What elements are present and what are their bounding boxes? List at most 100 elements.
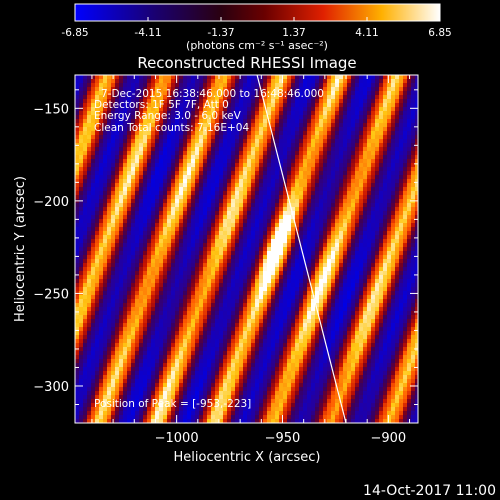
colorbar-tick-label: 4.11 xyxy=(355,27,378,39)
heatmap-cell xyxy=(331,259,336,264)
heatmap-cell xyxy=(115,207,120,212)
heatmap-cell xyxy=(187,119,192,124)
heatmap-cell xyxy=(367,87,372,92)
heatmap-cell xyxy=(407,79,412,84)
heatmap-cell xyxy=(239,123,244,128)
heatmap-cell xyxy=(299,139,304,144)
heatmap-cell xyxy=(143,179,148,184)
heatmap-cell xyxy=(343,183,348,188)
heatmap-cell xyxy=(335,127,340,132)
heatmap-cell xyxy=(191,195,196,200)
heatmap-cell xyxy=(75,83,80,88)
heatmap-cell xyxy=(283,103,288,108)
heatmap-cell xyxy=(355,87,360,92)
heatmap-cell xyxy=(291,139,296,144)
heatmap-cell xyxy=(339,275,344,280)
heatmap-cell xyxy=(75,243,80,248)
heatmap-cell xyxy=(127,167,132,172)
heatmap-cell xyxy=(371,219,376,224)
heatmap-cell xyxy=(119,79,124,84)
heatmap-cell xyxy=(407,99,412,104)
heatmap-cell xyxy=(227,215,232,220)
heatmap-cell xyxy=(403,191,408,196)
heatmap-cell xyxy=(83,207,88,212)
heatmap-cell xyxy=(387,175,392,180)
heatmap-cell xyxy=(315,175,320,180)
heatmap-cell xyxy=(407,275,412,280)
heatmap-cell xyxy=(135,107,140,112)
heatmap-cell xyxy=(239,263,244,268)
heatmap-cell xyxy=(227,183,232,188)
heatmap-cell xyxy=(259,127,264,132)
heatmap-cell xyxy=(131,287,136,292)
heatmap-cell xyxy=(311,155,316,160)
heatmap-cell xyxy=(319,83,324,88)
heatmap-cell xyxy=(343,91,348,96)
heatmap-cell xyxy=(259,191,264,196)
heatmap-cell xyxy=(139,291,144,296)
heatmap-cell xyxy=(311,235,316,240)
heatmap-cell xyxy=(151,103,156,108)
heatmap-cell xyxy=(135,263,140,268)
heatmap-cell xyxy=(263,295,268,300)
heatmap-cell xyxy=(383,111,388,116)
heatmap-cell xyxy=(115,175,120,180)
heatmap-cell xyxy=(83,79,88,84)
heatmap-cell xyxy=(239,195,244,200)
heatmap-cell xyxy=(419,139,424,144)
heatmap-cell xyxy=(287,271,292,276)
heatmap-cell xyxy=(315,75,320,80)
heatmap-cell xyxy=(359,135,364,140)
heatmap-cell xyxy=(291,267,296,272)
heatmap-cell xyxy=(151,183,156,188)
heatmap-cell xyxy=(239,295,244,300)
heatmap-cell xyxy=(223,231,228,236)
heatmap-cell xyxy=(215,255,220,260)
heatmap-cell xyxy=(191,231,196,236)
heatmap-cell xyxy=(335,259,340,264)
heatmap-cell xyxy=(175,291,180,296)
heatmap-cell xyxy=(331,219,336,224)
heatmap-cell xyxy=(159,271,164,276)
heatmap-cell xyxy=(375,111,380,116)
heatmap-cell xyxy=(263,127,268,132)
heatmap-cell xyxy=(331,79,336,84)
heatmap-cell xyxy=(307,175,312,180)
heatmap-cell xyxy=(199,275,204,280)
heatmap-cell xyxy=(395,227,400,232)
heatmap-cell xyxy=(255,103,260,108)
heatmap-cell xyxy=(351,187,356,192)
heatmap-cell xyxy=(415,163,418,168)
heatmap-cell xyxy=(99,135,104,140)
heatmap-cell xyxy=(307,91,312,96)
heatmap-cell xyxy=(91,135,96,140)
heatmap-cell xyxy=(211,215,216,220)
heatmap-cell xyxy=(247,167,252,172)
heatmap-cell xyxy=(207,255,212,260)
heatmap-cell xyxy=(91,79,96,84)
heatmap-cell xyxy=(355,215,360,220)
heatmap-cell xyxy=(415,235,418,240)
heatmap-cell xyxy=(111,179,116,184)
heatmap-cell xyxy=(227,111,232,116)
heatmap-cell xyxy=(123,287,128,292)
heatmap-cell xyxy=(119,191,124,196)
heatmap-cell xyxy=(291,291,296,296)
heatmap-cell xyxy=(407,223,412,228)
heatmap-cell xyxy=(127,235,132,240)
heatmap-cell xyxy=(195,127,200,132)
heatmap-cell xyxy=(247,91,252,96)
heatmap-cell xyxy=(295,163,300,168)
heatmap-cell xyxy=(403,283,408,288)
heatmap-cell xyxy=(147,239,152,244)
heatmap-cell xyxy=(387,107,392,112)
heatmap-cell xyxy=(195,111,200,116)
heatmap-cell xyxy=(123,123,128,128)
heatmap-cell xyxy=(135,235,140,240)
heatmap-cell xyxy=(387,199,392,204)
heatmap-cell xyxy=(315,147,320,152)
heatmap-cell xyxy=(99,167,104,172)
heatmap-cell xyxy=(243,119,248,124)
heatmap-cell xyxy=(163,107,168,112)
heatmap-cell xyxy=(175,271,180,276)
